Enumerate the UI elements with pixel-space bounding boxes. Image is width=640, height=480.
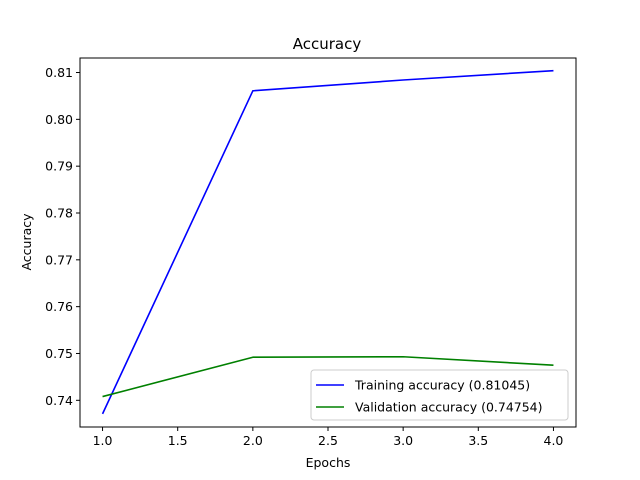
y-tick-label: 0.81 <box>45 65 73 80</box>
series-lines <box>101 69 554 415</box>
series-line <box>101 69 554 415</box>
x-tick-label: 3.0 <box>393 433 413 448</box>
y-tick-label: 0.80 <box>45 112 73 127</box>
legend-box <box>310 369 569 421</box>
y-tick-label: 0.77 <box>45 252 73 267</box>
y-tick-label: 0.74 <box>45 393 73 408</box>
y-tick-label: 0.79 <box>45 159 73 174</box>
x-tick-label: 2.5 <box>318 433 338 448</box>
y-axis-ticks: 0.74 0.75 0.76 0.77 0.78 0.79 0.80 0.81 <box>45 65 80 408</box>
series-line <box>102 355 554 398</box>
x-tick-label: 1.0 <box>93 433 113 448</box>
x-tick-label: 2.0 <box>243 433 263 448</box>
y-tick-label: 0.76 <box>45 299 73 314</box>
y-tick-label: 0.78 <box>45 205 73 220</box>
legend-label: Training accuracy (0.81045) <box>354 378 530 393</box>
x-tick-label: 4.0 <box>544 433 564 448</box>
x-axis-ticks: 1.0 1.5 2.0 2.5 3.0 3.5 4.0 <box>93 427 564 448</box>
y-tick-label: 0.75 <box>45 346 73 361</box>
x-tick-label: 1.5 <box>168 433 188 448</box>
legend: Training accuracy (0.81045) Validation ac… <box>310 369 569 421</box>
x-axis-label: Epochs <box>306 455 351 470</box>
legend-label: Validation accuracy (0.74754) <box>355 400 543 415</box>
chart-title: Accuracy <box>293 35 362 53</box>
y-axis-label: Accuracy <box>19 213 34 271</box>
x-tick-label: 3.5 <box>468 433 488 448</box>
